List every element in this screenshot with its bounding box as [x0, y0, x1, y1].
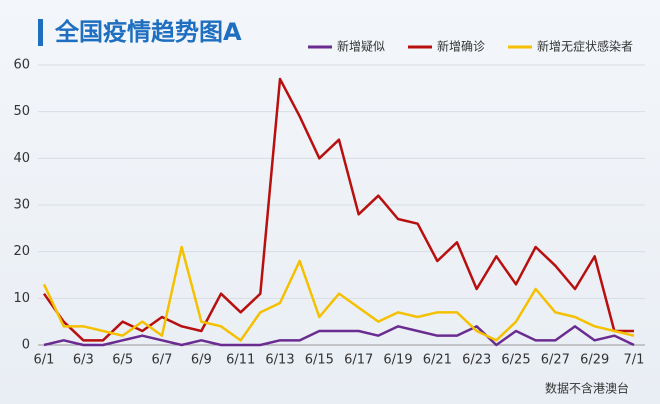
x-tick-label: 6/3 — [73, 353, 94, 368]
line-series — [43, 325, 635, 347]
y-tick-label: 50 — [13, 104, 30, 119]
x-tick-label: 7/1 — [624, 353, 645, 368]
x-tick-label: 6/11 — [226, 353, 255, 368]
x-tick-label: 6/21 — [423, 353, 452, 368]
y-tick-label: 0 — [22, 338, 30, 353]
line-series — [42, 245, 635, 342]
x-tick-label: 6/9 — [191, 353, 212, 368]
line-series — [42, 77, 634, 342]
x-tick-label: 6/25 — [501, 353, 530, 368]
legend-label: 新增确诊 — [437, 39, 485, 54]
x-tick-label: 6/29 — [580, 353, 609, 368]
title-bar — [38, 19, 43, 46]
y-tick-label: 20 — [13, 244, 30, 259]
x-tick-label: 6/17 — [344, 353, 373, 368]
x-tick-label: 6/27 — [541, 353, 570, 368]
legend-label: 新增疑似 — [337, 39, 385, 54]
y-tick-label: 30 — [13, 198, 30, 213]
x-tick-label: 6/15 — [305, 353, 334, 368]
x-tick-label: 6/13 — [265, 353, 294, 368]
footnote: 数据不含港澳台 — [545, 381, 629, 396]
x-tick-label: 6/1 — [34, 353, 55, 368]
x-tick-label: 6/7 — [152, 353, 173, 368]
chart-title: 全国疫情趋势图A — [54, 18, 242, 46]
x-tick-label: 6/23 — [462, 353, 491, 368]
x-tick-label: 6/19 — [383, 353, 412, 368]
x-tick-label: 6/5 — [112, 353, 133, 368]
y-tick-label: 10 — [13, 291, 30, 306]
legend-label: 新增无症状感染者 — [537, 39, 633, 54]
y-tick-label: 60 — [13, 58, 30, 73]
y-tick-label: 40 — [13, 151, 30, 166]
